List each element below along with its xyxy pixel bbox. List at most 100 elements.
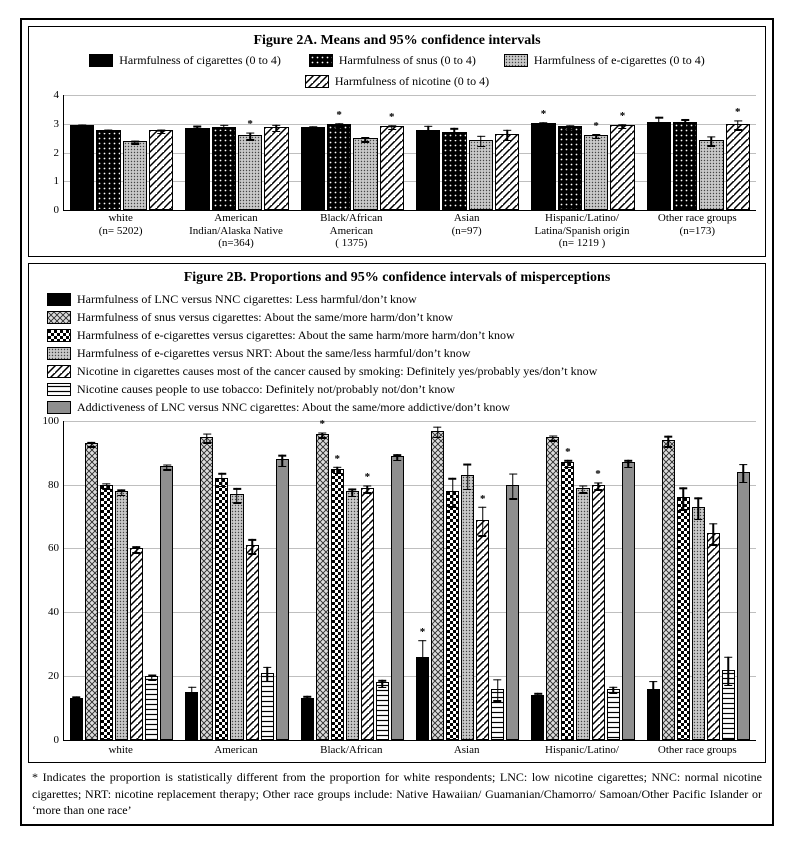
figure-container: Figure 2A. Means and 95% confidence inte… — [20, 18, 774, 826]
bar-group — [64, 421, 179, 740]
significance-star: * — [247, 119, 253, 130]
bar: * — [380, 126, 404, 210]
legend-label: Harmfulness of snus (0 to 4) — [339, 53, 476, 68]
significance-star: * — [735, 107, 741, 118]
bar — [737, 472, 750, 740]
legend-label: Addictiveness of LNC versus NNC cigarett… — [77, 400, 510, 415]
x-label: American — [178, 744, 293, 757]
legend-swatch — [309, 54, 333, 67]
bar — [662, 440, 675, 740]
bar — [622, 462, 635, 739]
bar — [677, 497, 690, 739]
bar: * — [327, 124, 351, 210]
panel-2b-title: Figure 2B. Proportions and 95% confidenc… — [29, 270, 765, 286]
legend-item: Nicotine in cigarettes causes most of th… — [47, 364, 597, 379]
bar — [261, 673, 274, 740]
bar — [149, 130, 173, 210]
x-label: Other race groups(n=173) — [640, 212, 755, 250]
bar — [416, 130, 440, 211]
bar — [647, 122, 671, 210]
significance-star: * — [593, 121, 599, 132]
bar-group — [179, 421, 294, 740]
panel-2a-title: Figure 2A. Means and 95% confidence inte… — [29, 33, 765, 49]
significance-star: * — [420, 627, 426, 638]
panel-2a-xlabels: white(n= 5202)AmericanIndian/Alaska Nati… — [63, 212, 755, 250]
bar: * — [316, 434, 329, 740]
bar: * — [610, 125, 634, 210]
legend-swatch — [47, 311, 71, 324]
legend-item: Harmfulness of e-cigarettes versus NRT: … — [47, 346, 470, 361]
bar — [212, 127, 236, 210]
significance-star: * — [480, 494, 486, 505]
bar-group — [64, 95, 179, 210]
panel-2b: Figure 2B. Proportions and 95% confidenc… — [28, 263, 766, 764]
significance-star: * — [595, 469, 601, 480]
significance-star: * — [336, 110, 342, 121]
bar — [506, 485, 519, 740]
legend-item: Harmfulness of nicotine (0 to 4) — [305, 74, 489, 89]
panel-2b-chart: 020406080100 ******* — [63, 421, 755, 740]
y-tick: 2 — [39, 147, 59, 159]
bar — [145, 676, 158, 740]
bar — [491, 689, 504, 740]
bar: * — [238, 135, 262, 210]
y-tick: 20 — [39, 670, 59, 682]
bar: * — [584, 135, 608, 210]
bar: * — [476, 520, 489, 740]
bar — [692, 507, 705, 740]
bar-group: *** — [525, 95, 640, 210]
bar — [301, 698, 314, 739]
bar — [246, 545, 259, 740]
significance-star: * — [335, 454, 341, 465]
bar — [85, 443, 98, 740]
legend-label: Harmfulness of snus versus cigarettes: A… — [77, 310, 453, 325]
footnote: * Indicates the proportion is statistica… — [32, 769, 762, 818]
bar — [215, 478, 228, 739]
legend-swatch — [47, 329, 71, 342]
bar — [230, 494, 243, 740]
y-tick: 60 — [39, 542, 59, 554]
y-tick: 4 — [39, 89, 59, 101]
bar-group — [641, 421, 756, 740]
legend-item: Nicotine causes people to use tobacco: D… — [47, 382, 455, 397]
bar: * — [531, 123, 555, 210]
bar — [160, 466, 173, 740]
bar — [353, 138, 377, 210]
y-tick: 100 — [39, 415, 59, 427]
bar-group: ** — [525, 421, 640, 740]
bar — [531, 695, 544, 740]
bar — [647, 689, 660, 740]
legend-swatch — [305, 75, 329, 88]
bar — [442, 132, 466, 210]
legend-swatch — [47, 293, 71, 306]
x-label: Hispanic/Latino/ — [524, 744, 639, 757]
bar — [722, 670, 735, 740]
bar — [431, 431, 444, 740]
legend-swatch — [47, 401, 71, 414]
x-label: Black/African — [294, 744, 409, 757]
legend-item: Harmfulness of e-cigarettes versus cigar… — [47, 328, 515, 343]
x-label: Black/AfricanAmerican( 1375) — [294, 212, 409, 250]
x-label: Hispanic/Latino/Latina/Spanish origin(n=… — [524, 212, 639, 250]
bar — [100, 485, 113, 740]
bar — [70, 698, 83, 739]
panel-2a-legend: Harmfulness of cigarettes (0 to 4)Harmfu… — [39, 53, 755, 89]
bar — [558, 126, 582, 210]
bar: * — [361, 488, 374, 740]
bar: * — [331, 469, 344, 740]
legend-label: Nicotine causes people to use tobacco: D… — [77, 382, 455, 397]
bar — [185, 128, 209, 210]
y-tick: 0 — [39, 734, 59, 746]
bar — [469, 140, 493, 210]
bar — [115, 491, 128, 740]
panel-2b-xlabels: whiteAmericanBlack/AfricanAsianHispanic/… — [63, 744, 755, 757]
bar — [185, 692, 198, 740]
x-label: white(n= 5202) — [63, 212, 178, 250]
legend-label: Harmfulness of e-cigarettes versus cigar… — [77, 328, 515, 343]
x-label: white — [63, 744, 178, 757]
x-label: AmericanIndian/Alaska Native(n=364) — [178, 212, 293, 250]
legend-label: Harmfulness of e-cigarettes (0 to 4) — [534, 53, 705, 68]
bar: * — [592, 485, 605, 740]
bar — [391, 456, 404, 740]
y-tick: 1 — [39, 175, 59, 187]
